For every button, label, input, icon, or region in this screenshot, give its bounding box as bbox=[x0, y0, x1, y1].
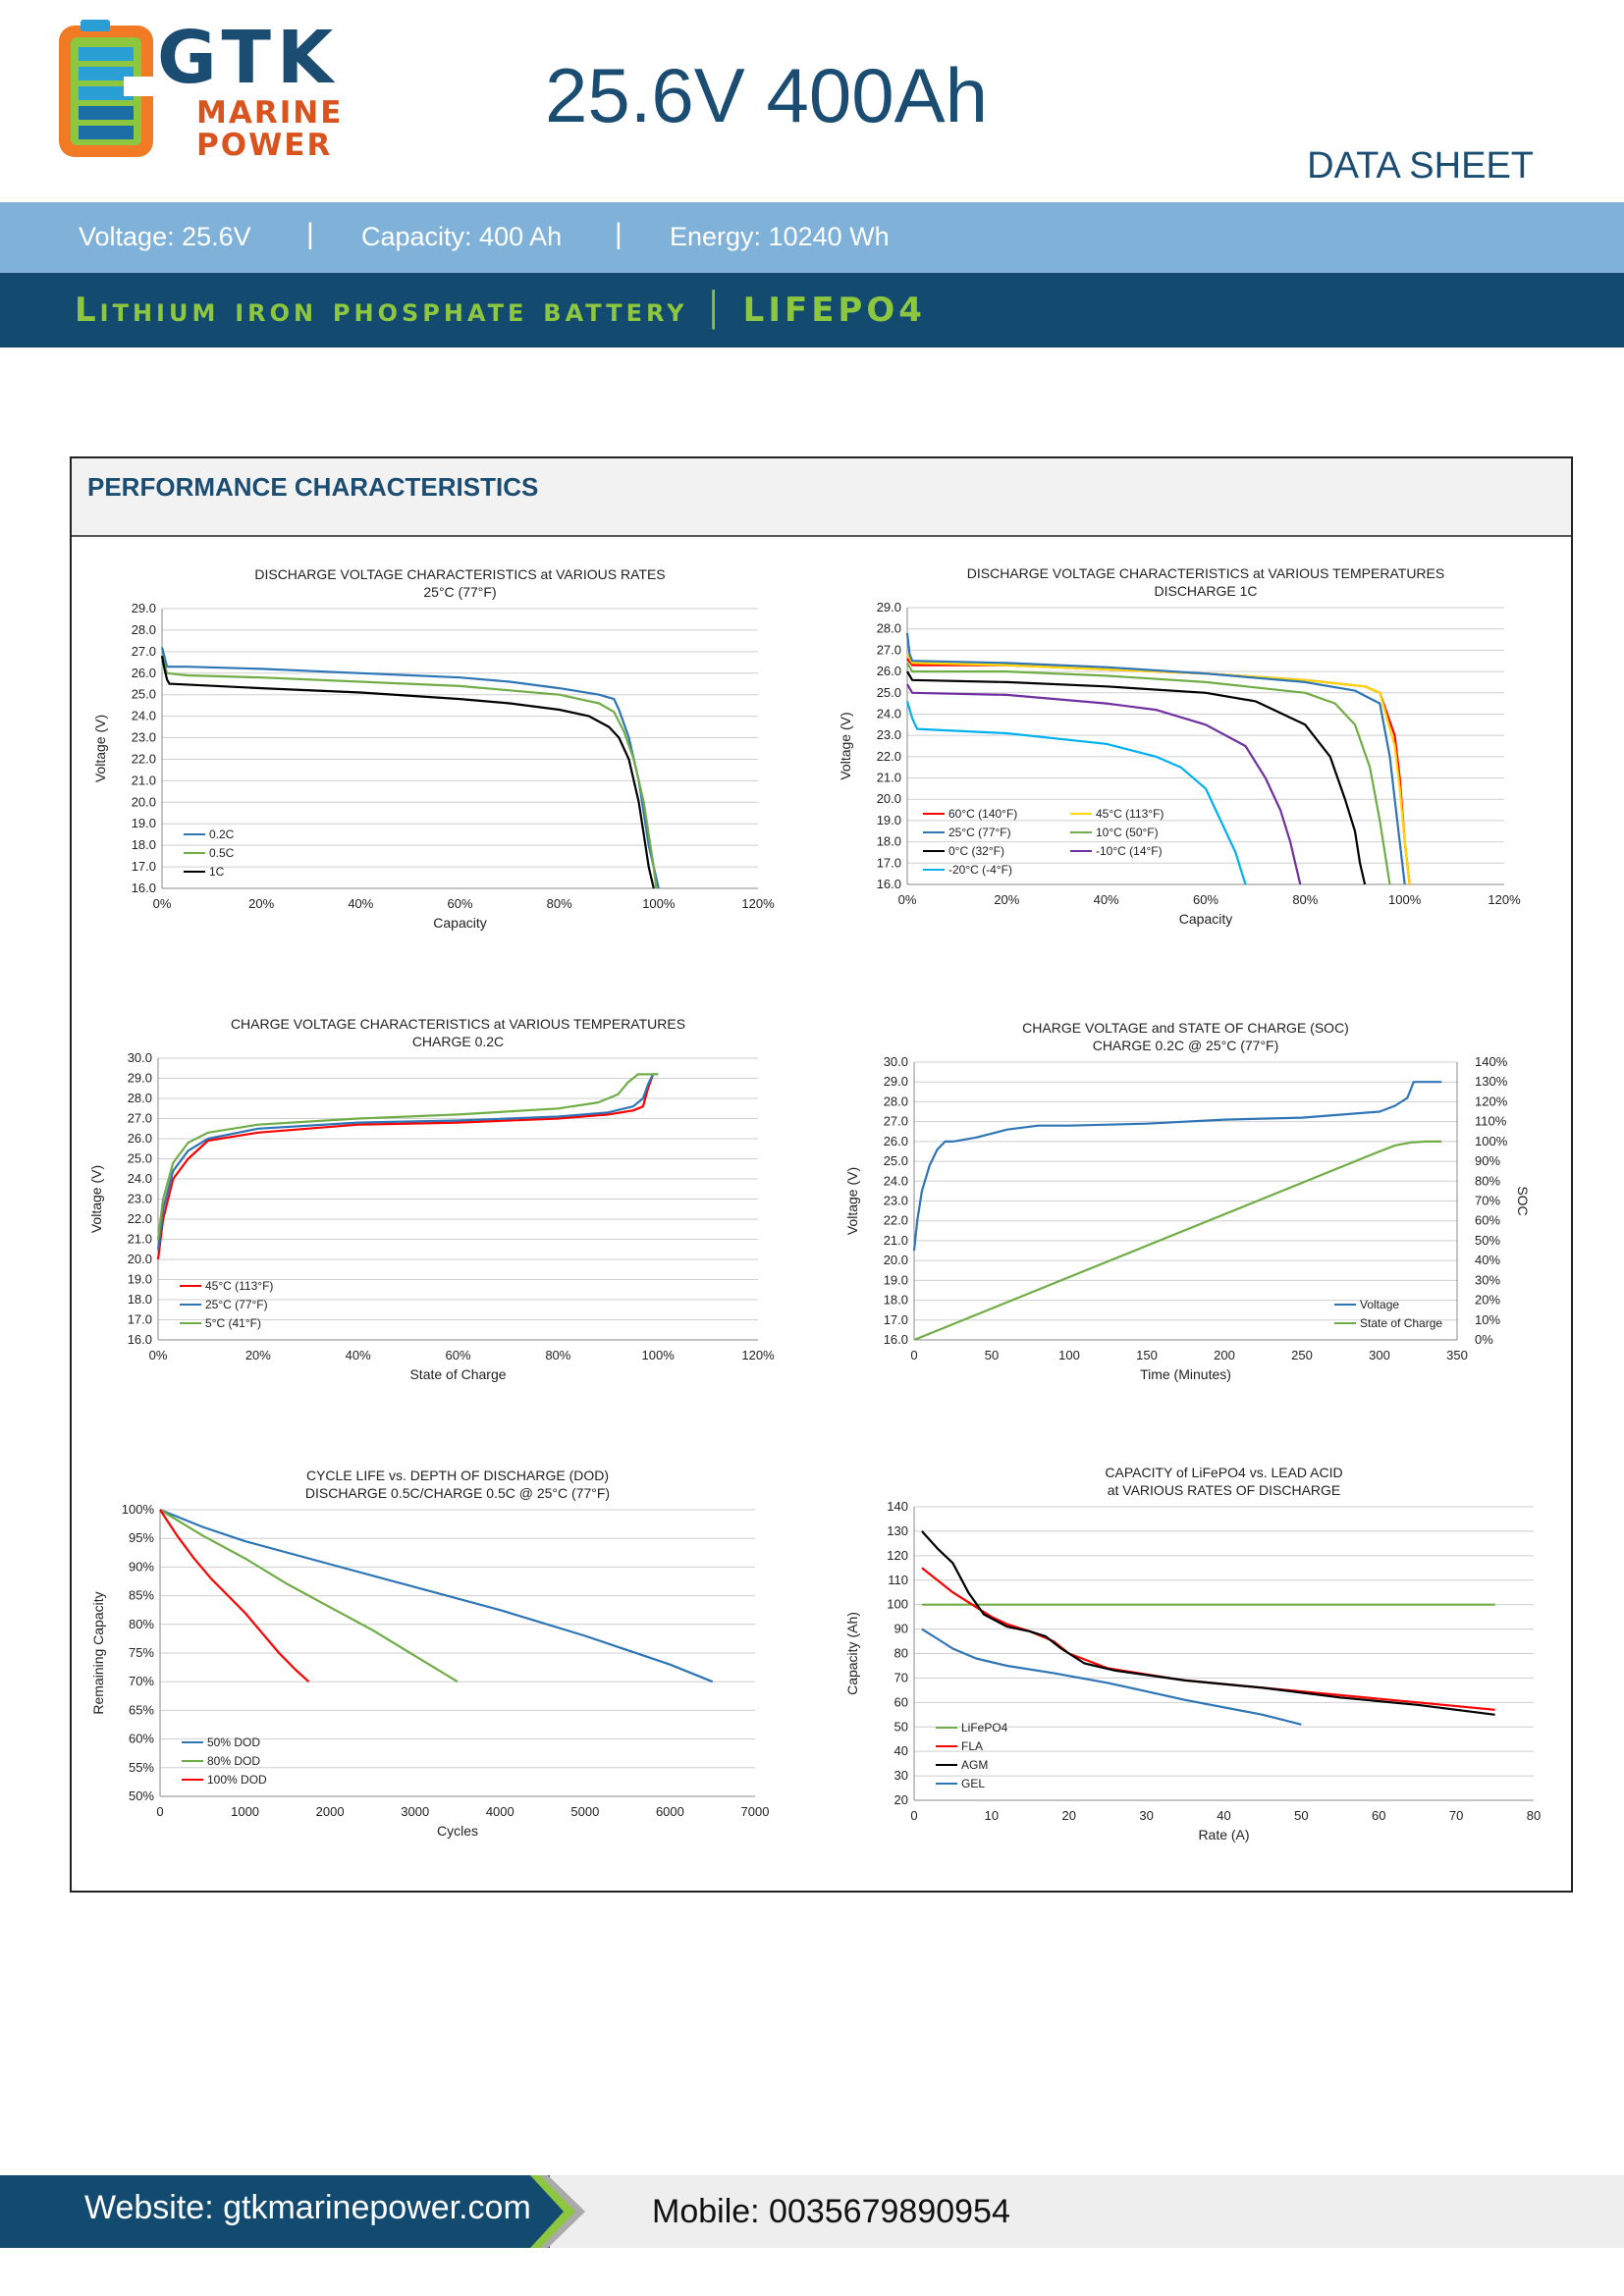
spec-separator: | bbox=[306, 218, 314, 250]
section-header: PERFORMANCE CHARACTERISTICS bbox=[72, 458, 1571, 537]
spec-separator: | bbox=[615, 218, 623, 250]
spec-bar: Voltage: 25.6V | Capacity: 400 Ah | Ener… bbox=[0, 202, 1624, 273]
doc-type-label: DATA SHEET bbox=[1307, 145, 1534, 187]
section-title: PERFORMANCE CHARACTERISTICS bbox=[87, 472, 539, 502]
spec-energy: Energy: 10240 Wh bbox=[670, 222, 890, 251]
chemistry-label: Lithium iron phosphate battery │ LIFEPO4 bbox=[75, 291, 926, 330]
page-title: 25.6V 400Ah bbox=[545, 52, 989, 138]
footer-website[interactable]: Website: gtkmarinepower.com bbox=[84, 2189, 531, 2226]
performance-section: PERFORMANCE CHARACTERISTICS bbox=[70, 456, 1573, 1893]
footer-contact-bar bbox=[550, 2175, 1624, 2248]
footer-arrow-icon bbox=[520, 2175, 585, 2248]
footer-mobile: Mobile: 0035679890954 bbox=[652, 2193, 1010, 2230]
brand-line2: POWER bbox=[196, 128, 333, 163]
spec-capacity: Capacity: 400 Ah bbox=[361, 222, 563, 251]
brand-name: GTK bbox=[157, 16, 340, 100]
chemistry-bar: Lithium iron phosphate battery │ LIFEPO4 bbox=[0, 273, 1624, 347]
spec-voltage: Voltage: 25.6V bbox=[79, 222, 251, 251]
footer-website-bar bbox=[0, 2175, 550, 2248]
brand-line1: MARINE bbox=[196, 95, 344, 131]
brand-logo bbox=[59, 20, 163, 157]
